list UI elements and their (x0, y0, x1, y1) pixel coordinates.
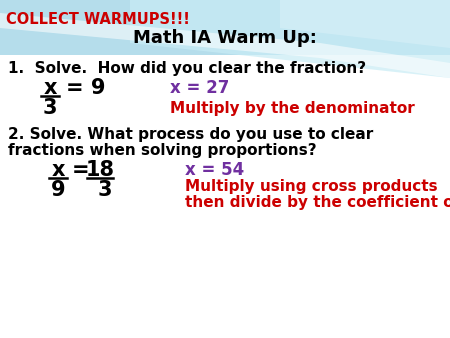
Text: 1.  Solve.  How did you clear the fraction?: 1. Solve. How did you clear the fraction… (8, 61, 366, 75)
Polygon shape (0, 0, 450, 55)
Text: Multiply by the denominator: Multiply by the denominator (170, 100, 415, 116)
Polygon shape (280, 0, 450, 48)
Text: then divide by the coefficient of x.: then divide by the coefficient of x. (185, 194, 450, 210)
Text: 9: 9 (51, 180, 65, 200)
Polygon shape (0, 13, 450, 78)
Text: 3: 3 (98, 180, 112, 200)
Text: 3: 3 (43, 98, 57, 118)
Text: COLLECT WARMUPS!!!: COLLECT WARMUPS!!! (6, 13, 190, 27)
Text: x = 27: x = 27 (170, 79, 230, 97)
Text: fractions when solving proportions?: fractions when solving proportions? (8, 143, 317, 158)
Text: Math IA Warm Up:: Math IA Warm Up: (133, 29, 317, 47)
Text: = 9: = 9 (66, 78, 105, 98)
Text: 2. Solve. What process do you use to clear: 2. Solve. What process do you use to cle… (8, 126, 373, 142)
Text: x = 54: x = 54 (185, 161, 244, 179)
Polygon shape (130, 0, 450, 78)
Text: x: x (43, 78, 57, 98)
Text: =: = (72, 160, 90, 180)
Text: 18: 18 (86, 160, 114, 180)
Text: Multiply using cross products: Multiply using cross products (185, 178, 437, 193)
Text: x: x (51, 160, 65, 180)
